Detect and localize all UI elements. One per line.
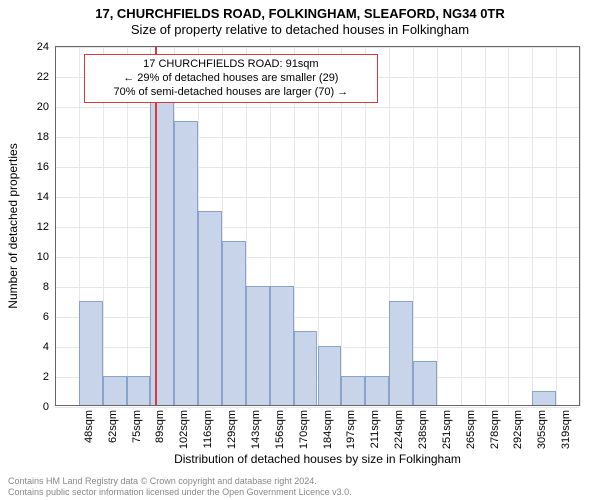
bar	[246, 286, 270, 406]
footer-line2: Contains public sector information licen…	[8, 487, 352, 497]
x-tick-label: 129sqm	[226, 410, 238, 449]
y-tick-label: 4	[43, 341, 49, 353]
bar	[174, 121, 198, 406]
y-tick-label: 0	[43, 401, 49, 413]
x-tick-label: 238sqm	[417, 410, 429, 449]
y-tick-label: 10	[37, 251, 49, 263]
annotation-box: 17 CHURCHFIELDS ROAD: 91sqm← 29% of deta…	[84, 54, 378, 103]
y-tick-label: 24	[37, 41, 49, 53]
chart-title-line2: Size of property relative to detached ho…	[0, 22, 600, 38]
plot-inner: 17 CHURCHFIELDS ROAD: 91sqm← 29% of deta…	[55, 47, 579, 406]
x-tick-label: 48sqm	[83, 410, 95, 443]
gridline-v	[508, 47, 509, 406]
x-tick-label: 102sqm	[178, 410, 190, 449]
x-tick-label: 170sqm	[298, 410, 310, 449]
bar	[318, 346, 342, 406]
x-tick-label: 75sqm	[131, 410, 143, 443]
bar	[222, 241, 246, 406]
x-axis-line	[55, 405, 579, 406]
x-tick-label: 251sqm	[441, 410, 453, 449]
y-axis-line	[55, 47, 56, 406]
bar	[341, 376, 365, 406]
y-tick-label: 14	[37, 191, 49, 203]
gridline-v	[532, 47, 533, 406]
gridline-v	[556, 47, 557, 406]
y-tick-label: 12	[37, 221, 49, 233]
x-tick-label: 143sqm	[250, 410, 262, 449]
bar	[103, 376, 127, 406]
x-tick-label: 156sqm	[274, 410, 286, 449]
gridline-v	[580, 47, 581, 406]
bar	[270, 286, 294, 406]
y-tick-label: 16	[37, 161, 49, 173]
bar	[365, 376, 389, 406]
bar	[532, 391, 556, 406]
bar	[389, 301, 413, 406]
bar	[150, 61, 174, 406]
y-tick-label: 18	[37, 131, 49, 143]
annotation-line: ← 29% of detached houses are smaller (29…	[91, 72, 371, 86]
x-tick-label: 184sqm	[322, 410, 334, 449]
x-tick-label: 224sqm	[393, 410, 405, 449]
gridline-h	[55, 407, 579, 408]
x-tick-label: 197sqm	[345, 410, 357, 449]
x-tick-label: 265sqm	[465, 410, 477, 449]
footer-line1: Contains HM Land Registry data © Crown c…	[8, 476, 352, 486]
x-tick-label: 278sqm	[489, 410, 501, 449]
y-tick-label: 2	[43, 371, 49, 383]
bar	[127, 376, 151, 406]
plot-area: 17 CHURCHFIELDS ROAD: 91sqm← 29% of deta…	[55, 46, 580, 406]
x-tick-label: 89sqm	[154, 410, 166, 443]
x-tick-label: 211sqm	[369, 410, 381, 448]
x-tick-label: 319sqm	[560, 410, 572, 449]
gridline-v	[437, 47, 438, 406]
x-tick-label: 116sqm	[202, 410, 214, 448]
footer-attribution: Contains HM Land Registry data © Crown c…	[8, 476, 352, 497]
gridline-v	[485, 47, 486, 406]
y-tick-label: 22	[37, 71, 49, 83]
gridline-v	[461, 47, 462, 406]
y-tick-label: 8	[43, 281, 49, 293]
y-axis-label: Number of detached properties	[6, 143, 20, 308]
x-tick-label: 305sqm	[536, 410, 548, 449]
x-tick-label: 62sqm	[107, 410, 119, 443]
bar	[294, 331, 318, 406]
x-tick-label: 292sqm	[512, 410, 524, 449]
bar	[198, 211, 222, 406]
annotation-line: 17 CHURCHFIELDS ROAD: 91sqm	[91, 58, 371, 72]
gridline-v	[413, 47, 414, 406]
x-axis-label: Distribution of detached houses by size …	[55, 452, 580, 466]
bar	[79, 301, 103, 406]
bar	[413, 361, 437, 406]
y-tick-label: 20	[37, 101, 49, 113]
chart-title-line1: 17, CHURCHFIELDS ROAD, FOLKINGHAM, SLEAF…	[0, 0, 600, 22]
y-tick-label: 6	[43, 311, 49, 323]
chart-container: 17, CHURCHFIELDS ROAD, FOLKINGHAM, SLEAF…	[0, 0, 600, 500]
annotation-line: 70% of semi-detached houses are larger (…	[91, 86, 371, 100]
